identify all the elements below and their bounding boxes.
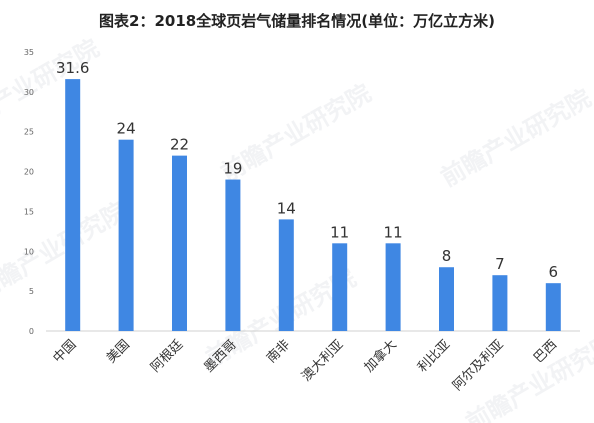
data-label: 6: [549, 263, 559, 281]
y-tick-label: 5: [29, 287, 34, 296]
category-label: 中国: [51, 337, 80, 366]
bar: [492, 275, 508, 331]
data-labels: 31.6 24 22 19 14 11 11 8 7 6: [56, 59, 558, 281]
bar: [65, 79, 81, 331]
y-tick-label: 35: [24, 48, 34, 57]
chart-title: 图表2：2018全球页岩气储量排名情况(单位：万亿立方米): [99, 12, 495, 30]
bars: [65, 79, 561, 331]
category-label: 加拿大: [361, 337, 400, 376]
bar: [118, 139, 134, 331]
bar: [225, 179, 241, 331]
bar: [385, 243, 401, 331]
data-label: 31.6: [56, 59, 89, 77]
category-label: 阿根廷: [148, 337, 186, 375]
y-tick-label: 15: [24, 207, 34, 216]
y-axis-ticks: 0 5 10 15 20 25 30 35: [24, 48, 34, 336]
bar: [545, 283, 561, 331]
data-label: 19: [223, 160, 242, 178]
y-tick-label: 25: [24, 128, 34, 137]
y-tick-label: 20: [24, 168, 34, 177]
y-tick-label: 0: [29, 327, 34, 336]
data-label: 7: [495, 255, 505, 273]
category-label: 阿尔及利亚: [450, 337, 507, 394]
data-label: 11: [384, 223, 403, 241]
category-label: 美国: [104, 337, 133, 366]
bar: [172, 155, 187, 331]
bar: [278, 219, 294, 331]
watermark-text: 前瞻产业研究院: [461, 329, 594, 423]
data-label: 14: [277, 199, 296, 217]
watermark-layer: 前瞻产业研究院前瞻产业研究院前瞻产业研究院前瞻产业研究院前瞻产业研究院前瞻产业研…: [0, 34, 594, 423]
watermark-text: 前瞻产业研究院: [0, 34, 104, 142]
watermark-text: 前瞻产业研究院: [436, 84, 594, 192]
data-label: 8: [442, 247, 452, 265]
category-label: 利比亚: [415, 337, 453, 375]
data-label: 24: [117, 120, 136, 138]
y-tick-label: 30: [24, 88, 34, 97]
data-label: 22: [170, 136, 189, 154]
bar: [439, 267, 454, 331]
category-label: 澳大利亚: [298, 337, 346, 385]
bar: [332, 243, 348, 331]
y-tick-label: 10: [24, 247, 34, 256]
data-label: 11: [330, 223, 349, 241]
